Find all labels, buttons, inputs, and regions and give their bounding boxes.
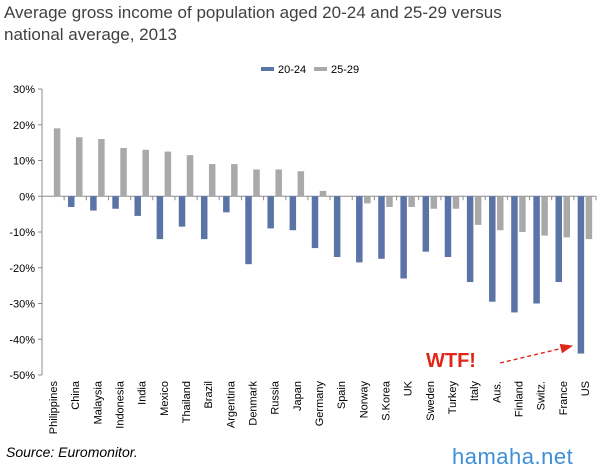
bar-25-29-brazil	[208, 164, 216, 197]
bar-20-24-india	[134, 196, 141, 216]
x-tick-label: Italy	[469, 381, 481, 402]
y-tick-label: 20%	[13, 120, 35, 132]
bar-25-29-finland	[519, 196, 526, 232]
bar-25-29-mexico	[164, 151, 172, 197]
bar-25-29-denmark	[253, 169, 260, 197]
x-tick-label: Sweden	[425, 381, 437, 421]
bar-20-24-uk	[400, 196, 407, 279]
bar-25-29-aus-	[497, 196, 504, 231]
annotation-text: WTF!	[426, 350, 476, 372]
x-tick-label: France	[558, 381, 570, 415]
y-tick-label: 10%	[13, 156, 35, 168]
x-tick-label: Denmark	[248, 381, 260, 426]
x-tick-label: Finland	[513, 381, 525, 417]
bar-20-24-sweden	[422, 196, 430, 252]
bar-25-29-japan	[297, 171, 305, 197]
bar-20-24-brazil	[200, 196, 208, 240]
bar-20-24-indonesia	[112, 196, 119, 209]
x-tick-label: Norway	[358, 381, 370, 419]
x-tick-label: Philippines	[48, 381, 60, 435]
x-tick-label: India	[137, 380, 149, 405]
chart-title: Average gross income of population aged …	[4, 3, 502, 44]
x-tick-label: Brazil	[203, 381, 215, 409]
bar-25-29-uk	[408, 196, 415, 207]
bar-20-24-spain	[333, 196, 341, 258]
bar-25-29-china	[75, 137, 83, 197]
x-tick-label: Indonesia	[115, 380, 127, 429]
x-tick-label: China	[70, 380, 82, 410]
bar-20-24-germany	[311, 196, 319, 249]
legend-swatch-20-24	[261, 67, 274, 71]
bar-20-24-france	[555, 196, 563, 283]
x-tick-label: Russia	[270, 380, 282, 415]
y-tick-label: 30%	[13, 84, 35, 96]
y-tick-label: -50%	[9, 370, 35, 382]
y-tick-label: -30%	[9, 299, 35, 311]
bar-20-24-finland	[511, 196, 518, 313]
x-tick-label: Turkey	[447, 381, 459, 415]
source-note: Source: Euromonitor.	[6, 444, 138, 460]
bar-20-24-argentina	[223, 196, 230, 213]
y-tick-label: -40%	[9, 334, 35, 346]
x-tick-label: Argentina	[225, 380, 237, 428]
x-tick-label: US	[580, 381, 592, 396]
x-tick-label: Spain	[336, 381, 348, 409]
bar-25-29-malaysia	[98, 139, 105, 197]
y-tick-label: -10%	[9, 227, 35, 239]
x-tick-label: S.Korea	[380, 380, 392, 421]
legend-label-25-29: 25-29	[331, 64, 359, 76]
y-tick-label: -20%	[9, 263, 35, 275]
bar-20-24-japan	[289, 196, 297, 231]
bar-25-29-switz-	[541, 196, 548, 236]
bar-25-29-us	[585, 196, 593, 240]
x-tick-label: Japan	[292, 381, 304, 411]
bar-25-29-russia	[275, 169, 282, 197]
bar-20-24-italy	[466, 196, 474, 283]
legend-swatch-25-29	[314, 67, 327, 71]
bar-chart: 30% 20% 10% 0% -10% -20% -30% -40% -50% Philippin…	[9, 64, 597, 435]
bar-25-29-indonesia	[120, 147, 127, 197]
bar-25-29-s-korea	[386, 196, 393, 207]
legend-label-20-24: 20-24	[278, 64, 306, 76]
bar-20-24-mexico	[156, 196, 164, 240]
bar-25-29-france	[563, 196, 571, 238]
bar-20-24-switz-	[533, 196, 540, 304]
bar-25-29-thailand	[186, 155, 194, 197]
bar-20-24-turkey	[444, 196, 452, 258]
bar-20-24-s-korea	[378, 196, 385, 259]
bar-25-29-india	[142, 149, 149, 197]
bar-25-29-argentina	[231, 164, 238, 197]
bar-25-29-norway	[364, 196, 371, 204]
bar-20-24-thailand	[178, 196, 186, 227]
bar-25-29-italy	[474, 196, 482, 225]
bar-20-24-china	[67, 196, 75, 207]
x-tick-label: Aus.	[491, 381, 503, 403]
y-tick-label: 0%	[19, 191, 35, 203]
bar-20-24-malaysia	[90, 196, 97, 211]
bar-25-29-philippines	[53, 128, 61, 197]
x-tick-label: Malaysia	[92, 380, 104, 424]
x-tick-label: Germany	[314, 381, 326, 427]
x-tick-label: Thailand	[181, 381, 193, 423]
x-tick-label: Switz.	[536, 381, 548, 410]
bar-20-24-denmark	[245, 196, 252, 265]
x-tick-label: UK	[403, 380, 415, 396]
x-tick-label: Mexico	[159, 381, 171, 416]
bar-20-24-aus-	[489, 196, 496, 302]
bar-20-24-russia	[267, 196, 274, 229]
bar-20-24-us	[577, 196, 585, 354]
bar-25-29-germany	[319, 190, 327, 197]
bar-25-29-turkey	[452, 196, 460, 209]
annotation-arrow	[499, 343, 574, 364]
watermark: hamaha.net	[452, 444, 574, 469]
bar-20-24-norway	[356, 196, 363, 263]
bar-25-29-sweden	[430, 196, 438, 209]
